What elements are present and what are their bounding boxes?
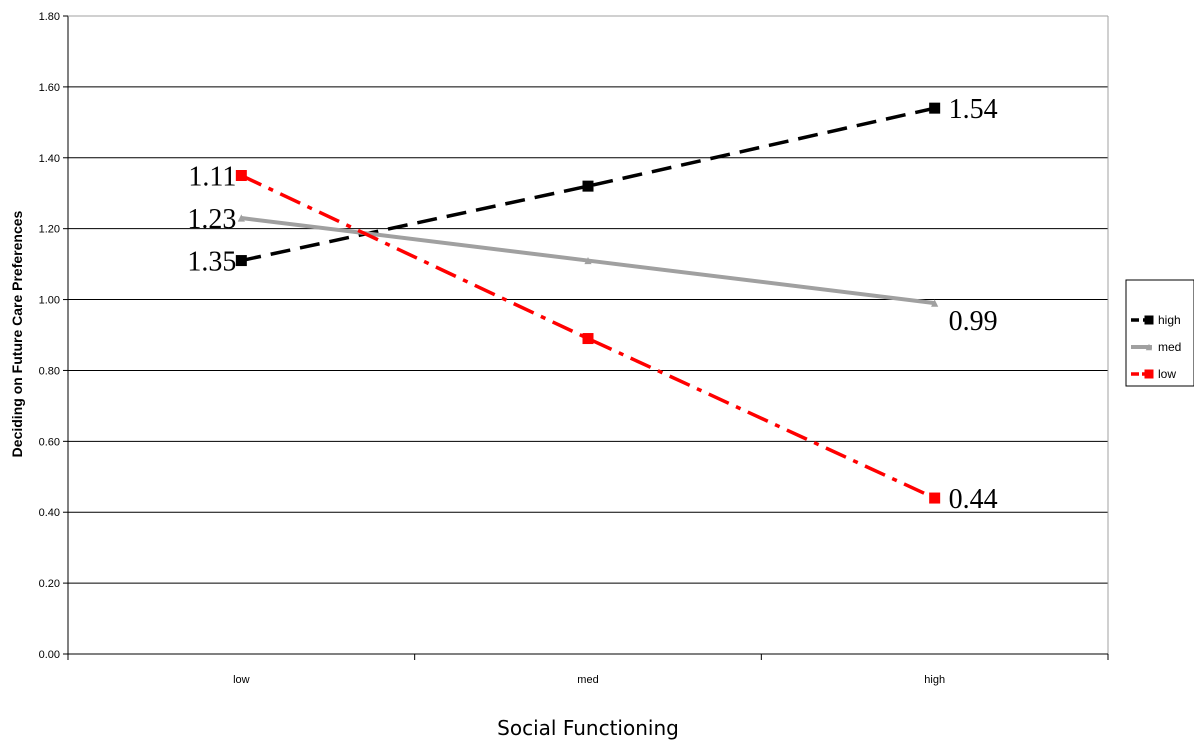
y-tick-label: 1.00 — [39, 295, 60, 307]
y-tick-label: 0.40 — [39, 507, 60, 519]
low-marker — [582, 333, 594, 345]
low-marker — [1144, 369, 1154, 379]
med-marker — [931, 299, 939, 307]
series-lines — [240, 106, 936, 500]
x-tick-label: high — [924, 674, 945, 686]
data-label: 1.35 — [187, 247, 236, 278]
high-marker — [582, 180, 594, 192]
med-marker — [584, 256, 592, 265]
data-label: 1.23 — [187, 204, 236, 235]
data-label: 0.44 — [949, 484, 998, 515]
high-marker — [235, 255, 247, 267]
med-marker — [237, 214, 245, 222]
data-label: 1.11 — [188, 162, 236, 193]
legend-label-high: high — [1158, 313, 1181, 327]
data-labels: 1.11 1.23 1.35 1.54 0.99 0.44 — [187, 94, 997, 515]
axes — [63, 15, 1109, 660]
y-tick-label: 0.60 — [39, 436, 60, 448]
data-label: 1.54 — [949, 94, 998, 125]
legend-box — [1125, 279, 1194, 387]
high-marker — [929, 102, 941, 114]
data-label: 0.99 — [949, 306, 998, 337]
low-marker — [929, 492, 941, 504]
x-tick-label: low — [233, 674, 250, 686]
y-axis-title: Deciding on Future Care Preferences — [9, 210, 25, 457]
series-markers — [235, 102, 941, 504]
legend-label-med: med — [1158, 340, 1181, 354]
high-marker — [1144, 315, 1154, 325]
x-axis-title: Social Functioning — [497, 716, 679, 740]
y-tick-labels: 0.00 0.20 0.40 0.60 0.80 1.00 1.20 1.40 1.60 1.80 — [39, 11, 60, 661]
y-tick-label: 1.20 — [39, 224, 60, 236]
y-tick-label: 1.40 — [39, 153, 60, 165]
y-tick-label: 1.80 — [39, 11, 60, 23]
y-tick-label: 0.00 — [39, 649, 60, 661]
low-marker — [235, 170, 247, 181]
x-tick-label: med — [577, 674, 598, 686]
y-tick-label: 1.60 — [39, 82, 60, 94]
med-marker — [1145, 343, 1153, 351]
y-tick-label: 0.80 — [39, 365, 60, 377]
legend: high med low — [1125, 279, 1194, 387]
legend-label-low: low — [1158, 367, 1176, 381]
y-tick-label: 0.20 — [39, 578, 60, 590]
x-tick-labels: low med high — [233, 674, 945, 686]
